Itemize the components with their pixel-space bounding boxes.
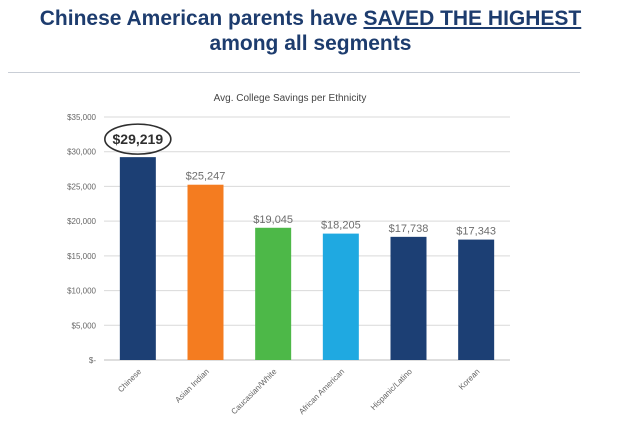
y-tick-label: $25,000 <box>67 182 96 191</box>
annotations <box>104 123 172 155</box>
y-tick-label: $35,000 <box>67 113 96 122</box>
headline-prefix: Chinese American parents have <box>39 7 364 30</box>
value-label: $19,045 <box>253 214 293 226</box>
headline-line-1: Chinese American parents have SAVED THE … <box>0 6 621 31</box>
x-tick-label: Chinese <box>116 367 144 395</box>
bars <box>119 157 495 360</box>
y-tick-label: $- <box>89 356 96 365</box>
chart-title: Avg. College Savings per Ethnicity <box>214 93 367 104</box>
value-label: $18,205 <box>321 220 361 232</box>
value-label: $25,247 <box>186 171 226 183</box>
bar <box>255 227 292 360</box>
gridlines <box>104 116 510 361</box>
value-label: $29,219 <box>113 131 164 147</box>
x-axis-tick-labels: Chinese Asian Indian Caucasian/White Africa… <box>116 367 481 417</box>
y-tick-label: $5,000 <box>72 321 97 330</box>
y-tick-label: $20,000 <box>67 217 96 226</box>
divider <box>8 72 580 73</box>
bar <box>119 157 156 360</box>
bar <box>458 239 495 360</box>
headline-line-2: among all segments <box>209 32 412 55</box>
x-tick-label: Hispanic/Latino <box>369 367 414 412</box>
y-axis-tick-labels: $- $5,000 $10,000 $15,000 $20,000 $25,000 $30,… <box>67 113 96 365</box>
bar <box>390 236 427 360</box>
x-tick-label: African American <box>297 367 346 416</box>
headline-emphasis: SAVED THE HIGHEST <box>363 7 582 30</box>
x-tick-label: Korean <box>457 367 482 392</box>
x-tick-label: Caucasian/White <box>229 367 279 417</box>
bar <box>187 184 224 360</box>
x-tick-label: Asian Indian <box>173 367 210 404</box>
value-label: $17,343 <box>456 226 496 238</box>
bar <box>322 233 359 360</box>
y-tick-label: $10,000 <box>67 287 96 296</box>
highlight-circle <box>104 123 172 155</box>
y-tick-label: $15,000 <box>67 252 96 261</box>
value-label: $17,738 <box>389 223 429 235</box>
y-tick-label: $30,000 <box>67 148 96 157</box>
value-labels: $29,219 $25,247 $19,045 $18,205 $17,738 $17,3… <box>113 131 497 237</box>
headline: Chinese American parents have SAVED THE … <box>0 6 621 56</box>
